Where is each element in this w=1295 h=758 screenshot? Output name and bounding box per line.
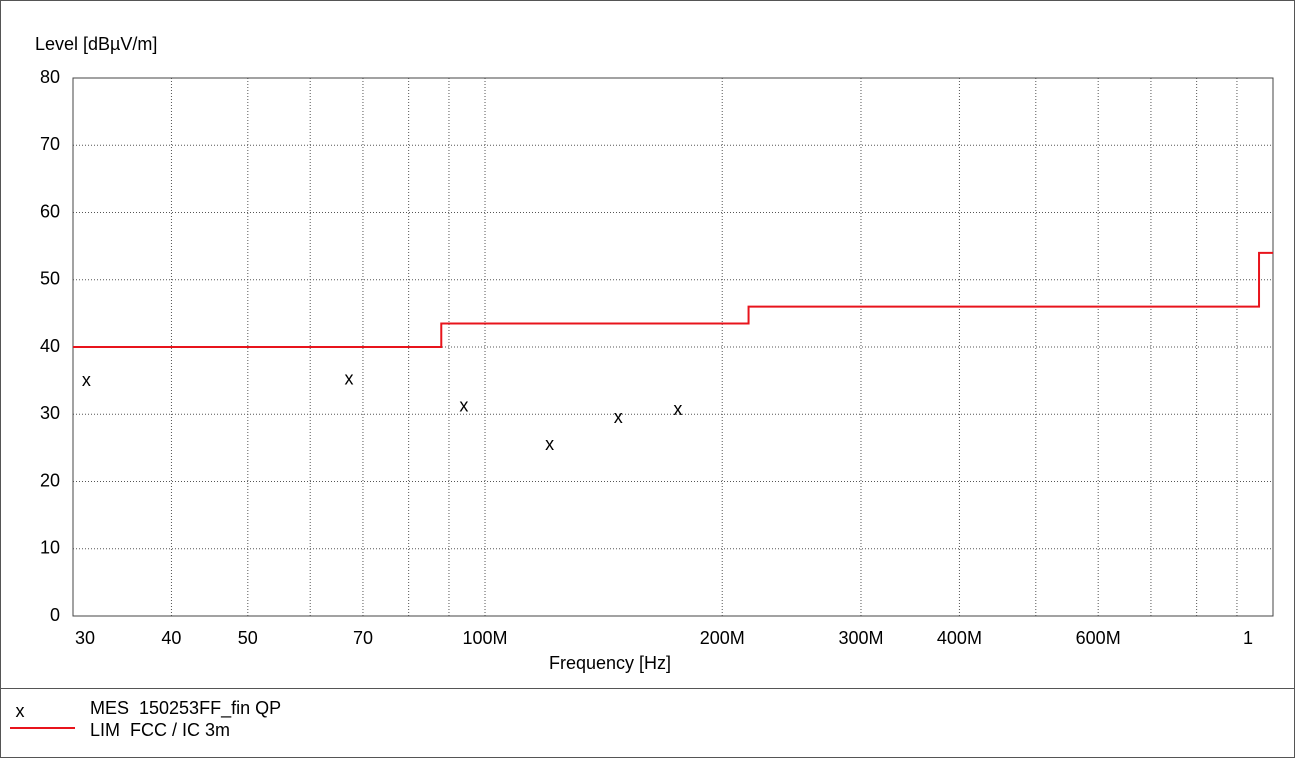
- data-marker: x: [459, 396, 468, 416]
- y-tick-label: 10: [40, 538, 60, 558]
- limit-line: [73, 251, 1273, 348]
- y-tick-label: 30: [40, 403, 60, 423]
- x-tick-label: 200M: [700, 628, 745, 648]
- x-tick-label: 300M: [838, 628, 883, 648]
- y-axis-title: Level [dBµV/m]: [35, 34, 157, 54]
- legend-marker: x: [16, 701, 25, 721]
- data-marker: x: [614, 407, 623, 427]
- x-tick-label: 600M: [1076, 628, 1121, 648]
- legend-label: MES 150253FF_fin QP: [90, 698, 281, 719]
- x-tick-label: 40: [161, 628, 181, 648]
- data-marker: x: [344, 369, 353, 389]
- y-tick-label: 70: [40, 134, 60, 154]
- x-tick-label: 50: [238, 628, 258, 648]
- data-marker: x: [545, 434, 554, 454]
- y-tick-label: 80: [40, 67, 60, 87]
- y-tick-label: 40: [40, 336, 60, 356]
- y-tick-label: 60: [40, 201, 60, 221]
- legend-label: LIM FCC / IC 3m: [90, 720, 230, 740]
- x-tick-label: 400M: [937, 628, 982, 648]
- x-tick-label: 100M: [463, 628, 508, 648]
- y-tick-label: 20: [40, 470, 60, 490]
- x-tick-label: 1: [1243, 628, 1253, 648]
- y-tick-label: 0: [50, 605, 60, 625]
- data-marker: x: [82, 370, 91, 390]
- x-axis-title: Frequency [Hz]: [549, 653, 671, 673]
- x-tick-label: 70: [353, 628, 373, 648]
- data-marker: x: [673, 399, 682, 419]
- x-tick-label: 30: [75, 628, 95, 648]
- y-tick-label: 50: [40, 269, 60, 289]
